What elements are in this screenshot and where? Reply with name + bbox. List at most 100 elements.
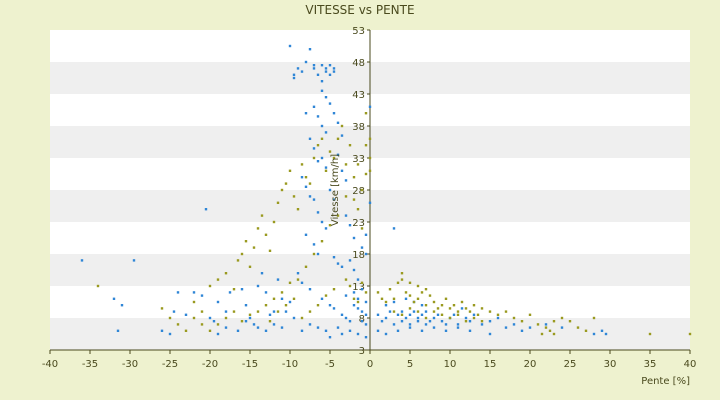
data-point-series-2 [592,316,596,320]
y-axis-label: Vitesse [km/h] [330,154,341,226]
data-point-series-1 [592,332,596,336]
data-point-series-2 [224,316,228,320]
x-tick-label: -20 [202,359,218,370]
data-point-series-1 [456,326,460,329]
data-point-series-1 [380,320,384,323]
data-point-series-2 [236,259,240,262]
data-point-series-1 [312,67,316,70]
data-point-series-2 [320,137,324,140]
data-point-series-2 [288,281,292,284]
data-point-series-1 [116,329,120,332]
data-point-series-2 [396,281,400,284]
data-point-series-1 [360,246,364,249]
data-point-series-1 [368,105,372,108]
data-point-series-2 [312,252,316,256]
data-point-series-1 [324,329,328,332]
data-point-series-1 [260,272,264,275]
data-point-series-2 [192,316,196,320]
data-point-series-1 [360,288,364,291]
data-point-series-2 [280,291,284,294]
data-point-series-1 [272,323,276,326]
data-point-series-2 [688,332,692,336]
data-point-series-2 [232,310,236,313]
data-point-series-2 [452,304,456,307]
data-point-series-1 [384,332,388,336]
data-point-series-1 [112,297,116,300]
data-point-series-1 [244,320,248,323]
data-point-series-1 [304,185,308,188]
data-point-series-2 [380,297,384,300]
data-point-series-2 [468,310,472,313]
data-point-series-2 [584,329,588,332]
data-point-series-2 [340,124,344,128]
data-point-series-2 [276,201,280,204]
data-point-series-2 [316,144,320,147]
x-tick-label: -10 [282,359,298,370]
data-point-series-2 [384,300,388,304]
data-point-series-1 [300,329,304,332]
data-point-series-2 [460,300,464,304]
data-point-series-1 [340,313,344,316]
y-tick-label: 33 [352,154,365,165]
data-point-series-1 [312,105,316,108]
data-point-series-1 [320,220,324,224]
data-point-series-2 [360,281,364,284]
x-axis-label: Pente [%] [641,376,690,387]
data-point-series-1 [268,313,272,316]
data-point-series-1 [388,310,392,313]
data-point-series-1 [252,323,256,326]
data-point-series-1 [328,304,332,307]
data-point-series-2 [364,144,368,147]
data-point-series-1 [352,291,356,294]
data-point-series-1 [512,323,516,326]
data-point-series-1 [392,323,396,326]
data-point-series-1 [328,188,332,192]
data-point-series-1 [364,313,368,316]
data-point-series-1 [332,112,336,115]
data-point-series-1 [192,291,196,294]
data-point-series-1 [324,131,328,134]
data-point-series-1 [176,291,180,294]
x-tick-label: 30 [604,359,617,370]
data-point-series-1 [316,326,320,329]
data-point-series-1 [216,300,220,304]
data-point-series-1 [236,329,240,332]
y-tick-label: 53 [352,26,365,37]
data-point-series-2 [332,288,336,291]
data-point-series-1 [352,304,356,307]
data-point-series-1 [332,198,336,201]
data-point-series-2 [184,329,188,332]
x-tick-label: 20 [524,359,537,370]
data-point-series-1 [296,272,300,275]
data-point-series-1 [356,278,360,281]
data-point-series-1 [120,304,124,307]
data-point-series-2 [448,307,452,310]
data-point-series-2 [328,224,332,227]
data-point-series-1 [452,313,456,316]
data-point-series-1 [284,310,288,313]
data-point-series-2 [232,288,236,291]
data-point-series-1 [320,297,324,300]
data-point-series-2 [424,304,428,307]
data-point-series-2 [272,220,276,224]
x-tick-label: -30 [122,359,138,370]
data-point-series-1 [292,316,296,320]
data-point-series-2 [480,320,484,323]
data-point-series-1 [340,134,344,137]
data-point-series-2 [352,297,356,300]
data-point-series-2 [268,320,272,323]
y-tick-label: 3 [359,346,365,357]
data-point-series-1 [300,176,304,179]
data-point-series-2 [568,320,572,323]
data-point-series-1 [200,294,204,297]
data-point-series-2 [292,297,296,300]
data-point-series-2 [560,316,564,320]
data-point-series-1 [332,70,336,73]
x-tick-label: -35 [82,359,98,370]
data-point-series-2 [208,329,212,332]
data-point-series-1 [336,121,340,124]
data-point-series-2 [264,233,268,236]
data-point-series-2 [200,323,204,326]
data-point-series-2 [472,304,476,307]
